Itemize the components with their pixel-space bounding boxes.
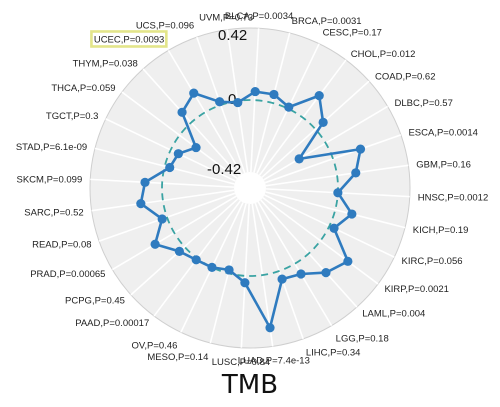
data-point [333,188,343,198]
radial-tick-label-min: -0.42 [207,161,241,178]
category-label: PCPG,P=0.45 [65,296,125,307]
category-label: LIHC,P=0.34 [306,347,361,358]
data-point [347,209,357,219]
category-label: SKCM,P=0.099 [16,174,82,185]
category-label: UVM,P=0.73 [199,13,253,24]
radar-spoke [250,28,260,173]
category-label: BLCA,P=0.0034 [225,11,293,22]
highlight-box [90,30,168,48]
radar-spoke [265,191,406,229]
data-point [174,246,185,256]
category-label: LGG,P=0.18 [336,334,389,345]
data-point [207,262,217,272]
data-point [157,214,167,224]
category-label: LUSC,P=0.84 [212,357,270,368]
category-label: MESO,P=0.14 [147,352,208,363]
data-point [343,256,353,266]
data-point [321,268,331,278]
data-point [284,102,294,112]
data-point [277,274,287,284]
category-label: COAD,P=0.62 [375,71,435,82]
radar-spoke [130,198,239,296]
data-point [140,177,150,187]
data-point [224,265,234,275]
data-point [189,88,199,98]
radial-tick-label-max: 0.42 [218,27,247,44]
radar-spoke [265,164,409,187]
radar-spoke [91,189,235,212]
data-point [250,86,260,97]
data-point [318,117,328,127]
category-label: PRAD,P=0.00065 [30,269,105,280]
category-label: CHOL,P=0.012 [351,49,416,60]
data-point [329,223,339,233]
category-label: KIRC,P=0.056 [402,256,463,267]
radial-tick-labels: 0.42 0 -0.42 [207,27,247,178]
data-point [150,239,160,249]
category-label: THYM,P=0.038 [73,58,138,69]
data-point [233,97,243,108]
category-label: STAD,P=6.1e-09 [16,142,87,153]
category-label: UCEC,P=0.0093 [94,34,165,45]
radar-spoke [262,196,379,285]
data-point [191,255,201,265]
category-label: PAAD,P=0.00017 [75,318,149,329]
data-point [215,97,225,107]
data-point [191,142,201,153]
data-point [240,278,250,288]
radial-tick-label-zero: 0 [228,91,236,108]
data-point [296,269,306,279]
data-point [177,107,187,117]
data-point [136,199,146,209]
radar-spoke [121,91,238,180]
category-label: KICH,P=0.19 [413,225,469,236]
category-label: THCA,P=0.059 [51,83,115,94]
category-label: OV,P=0.46 [132,341,178,352]
category-label: UCS,P=0.096 [136,21,194,32]
data-point [314,91,324,101]
category-label: DLBC,P=0.57 [395,98,453,109]
category-label: READ,P=0.08 [32,239,91,250]
radar-center [234,172,266,204]
category-label: ESCA,P=0.0014 [408,128,477,139]
data-point [355,144,366,154]
category-label: KIRP,P=0.0021 [384,284,449,295]
category-label: TGCT,P=0.3 [46,111,99,122]
radar-spoke [94,147,235,185]
category-label: BRCA,P=0.0031 [292,16,362,27]
data-point [294,154,304,164]
category-label: CESC,P=0.17 [323,27,382,38]
category-label: LUAD,P=7.4e-13 [238,355,310,366]
category-label: GBM,P=0.16 [416,160,471,171]
radar-spoke [261,80,370,178]
category-label: HNSC,P=0.0012 [418,193,489,204]
data-point [165,162,175,173]
category-label: SARC,P=0.52 [24,207,83,218]
data-point [265,323,275,333]
chart-title: TMB [221,370,279,400]
data-point [173,149,183,159]
category-label: LAML,P=0.004 [362,309,425,320]
radar-spoke [240,203,250,348]
data-point [351,168,361,178]
data-point [269,89,279,100]
zero-ring [161,99,339,277]
